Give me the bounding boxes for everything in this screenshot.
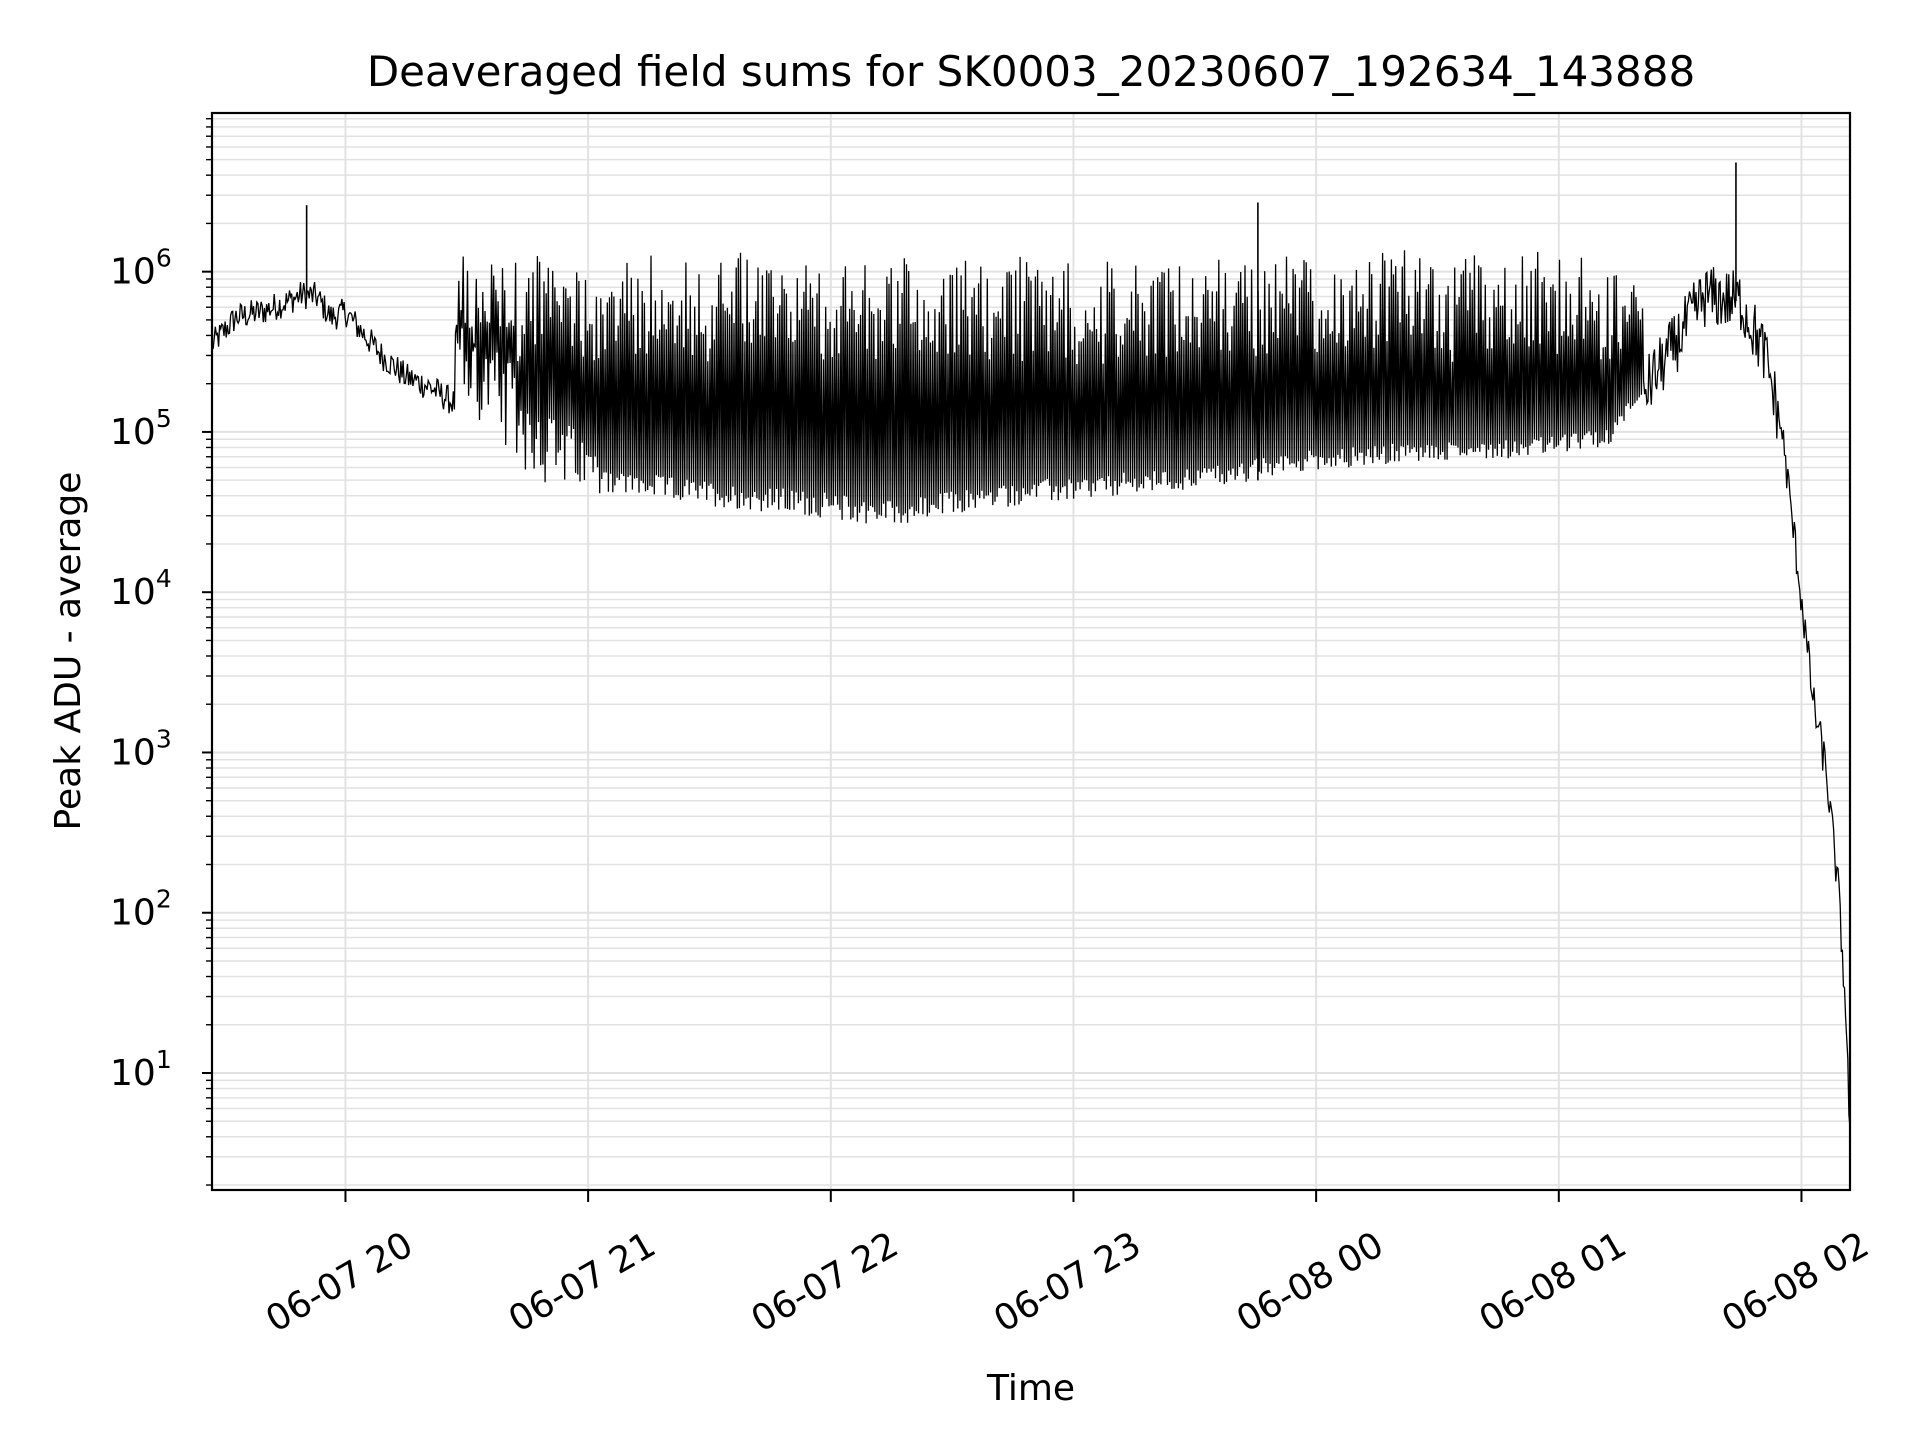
series-layer [211, 162, 1851, 1128]
axes-frame [210, 111, 1852, 1192]
y-tick-label: 105 [110, 404, 172, 453]
x-axis-label: Time [986, 1368, 1075, 1409]
chart-title: Deaveraged field sums for SK0003_2023060… [367, 47, 1695, 96]
y-tick-label: 104 [110, 564, 172, 613]
y-tick-label: 101 [110, 1045, 172, 1094]
series-line [211, 250, 1851, 1128]
y-axis-label: Peak ADU - average [48, 472, 89, 831]
y-tick-label: 103 [110, 724, 172, 773]
y-tick-label: 102 [110, 885, 172, 934]
y-tick-label: 106 [110, 244, 172, 293]
